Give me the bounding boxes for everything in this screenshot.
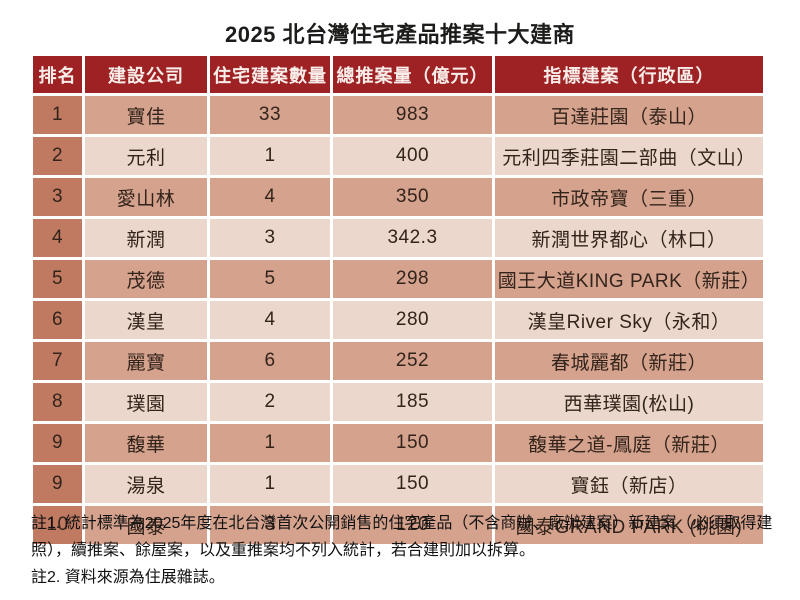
rank-cell: 9 (33, 424, 82, 462)
rank-cell: 10 (33, 506, 82, 544)
count-cell: 4 (210, 301, 330, 339)
volume-cell: 252 (333, 342, 492, 380)
company-cell: 漢皇 (85, 301, 207, 339)
project-cell: 元利四季莊園二部曲（文山） (495, 137, 763, 175)
volume-cell: 150 (333, 424, 492, 462)
project-cell: 漢皇River Sky（永和） (495, 301, 763, 339)
table-row: 8 璞園 2 185 西華璞園(松山) (33, 383, 763, 421)
table-row: 1 寶佳 33 983 百達莊園（泰山） (33, 96, 763, 134)
rank-cell: 2 (33, 137, 82, 175)
company-cell: 麗寶 (85, 342, 207, 380)
company-cell: 馥華 (85, 424, 207, 462)
rank-cell: 9 (33, 465, 82, 503)
volume-cell: 185 (333, 383, 492, 421)
count-cell: 2 (210, 383, 330, 421)
count-cell: 33 (210, 96, 330, 134)
table-row: 10 國泰 3 120 國泰GRAND PARK (桃園) (33, 506, 763, 544)
table-row: 3 愛山林 4 350 市政帝寶（三重） (33, 178, 763, 216)
company-cell: 新潤 (85, 219, 207, 257)
volume-cell: 298 (333, 260, 492, 298)
company-cell: 湯泉 (85, 465, 207, 503)
count-cell: 3 (210, 506, 330, 544)
company-cell: 茂德 (85, 260, 207, 298)
company-cell: 寶佳 (85, 96, 207, 134)
rank-cell: 6 (33, 301, 82, 339)
project-cell: 新潤世界都心（林口） (495, 219, 763, 257)
project-cell: 馥華之道-鳳庭（新莊） (495, 424, 763, 462)
project-cell: 百達莊園（泰山） (495, 96, 763, 134)
column-header-company: 建設公司 (85, 56, 207, 93)
rank-cell: 7 (33, 342, 82, 380)
column-header-count: 住宅建案數量 (210, 56, 330, 93)
column-header-project: 指標建案（行政區） (495, 56, 763, 93)
rank-cell: 8 (33, 383, 82, 421)
count-cell: 5 (210, 260, 330, 298)
table-header-row: 排名 建設公司 住宅建案數量 總推案量（億元） 指標建案（行政區） (33, 56, 763, 93)
column-header-rank: 排名 (33, 56, 82, 93)
project-cell: 春城麗都（新莊） (495, 342, 763, 380)
table-row: 6 漢皇 4 280 漢皇River Sky（永和） (33, 301, 763, 339)
volume-cell: 150 (333, 465, 492, 503)
volume-cell: 400 (333, 137, 492, 175)
volume-cell: 342.3 (333, 219, 492, 257)
rank-cell: 3 (33, 178, 82, 216)
page-title: 2025 北台灣住宅產品推案十大建商 (224, 22, 576, 47)
count-cell: 1 (210, 137, 330, 175)
company-cell: 璞園 (85, 383, 207, 421)
rank-cell: 1 (33, 96, 82, 134)
volume-cell: 350 (333, 178, 492, 216)
builders-ranking-table: 排名 建設公司 住宅建案數量 總推案量（億元） 指標建案（行政區） 1 寶佳 3… (30, 53, 766, 547)
footnotes: 註1. 統計標準為2025年度在北台灣首次公開銷售的住宅產品（不含商辦、廠辦建案… (31, 511, 775, 592)
table-row: 4 新潤 3 342.3 新潤世界都心（林口） (33, 219, 763, 257)
count-cell: 1 (210, 465, 330, 503)
project-cell: 國王大道KING PARK（新莊） (495, 260, 763, 298)
company-cell: 元利 (85, 137, 207, 175)
count-cell: 1 (210, 424, 330, 462)
footnote-2: 註2. 資料來源為住展雜誌。 (31, 568, 225, 586)
rank-cell: 4 (33, 219, 82, 257)
project-cell: 西華璞園(松山) (495, 383, 763, 421)
volume-cell: 120 (333, 506, 492, 544)
count-cell: 3 (210, 219, 330, 257)
rank-cell: 5 (33, 260, 82, 298)
column-header-volume: 總推案量（億元） (333, 56, 492, 93)
table-row: 9 湯泉 1 150 寶鈺（新店） (33, 465, 763, 503)
project-cell: 國泰GRAND PARK (桃園) (495, 506, 763, 544)
volume-cell: 983 (333, 96, 492, 134)
count-cell: 4 (210, 178, 330, 216)
project-cell: 寶鈺（新店） (495, 465, 763, 503)
table-row: 5 茂德 5 298 國王大道KING PARK（新莊） (33, 260, 763, 298)
company-cell: 國泰 (85, 506, 207, 544)
count-cell: 6 (210, 342, 330, 380)
table-row: 9 馥華 1 150 馥華之道-鳳庭（新莊） (33, 424, 763, 462)
volume-cell: 280 (333, 301, 492, 339)
project-cell: 市政帝寶（三重） (495, 178, 763, 216)
table-row: 2 元利 1 400 元利四季莊園二部曲（文山） (33, 137, 763, 175)
footnote-1: 註1. 統計標準為2025年度在北台灣首次公開銷售的住宅產品（不含商辦、廠辦建案… (31, 515, 773, 559)
table-row: 7 麗寶 6 252 春城麗都（新莊） (33, 342, 763, 380)
company-cell: 愛山林 (85, 178, 207, 216)
